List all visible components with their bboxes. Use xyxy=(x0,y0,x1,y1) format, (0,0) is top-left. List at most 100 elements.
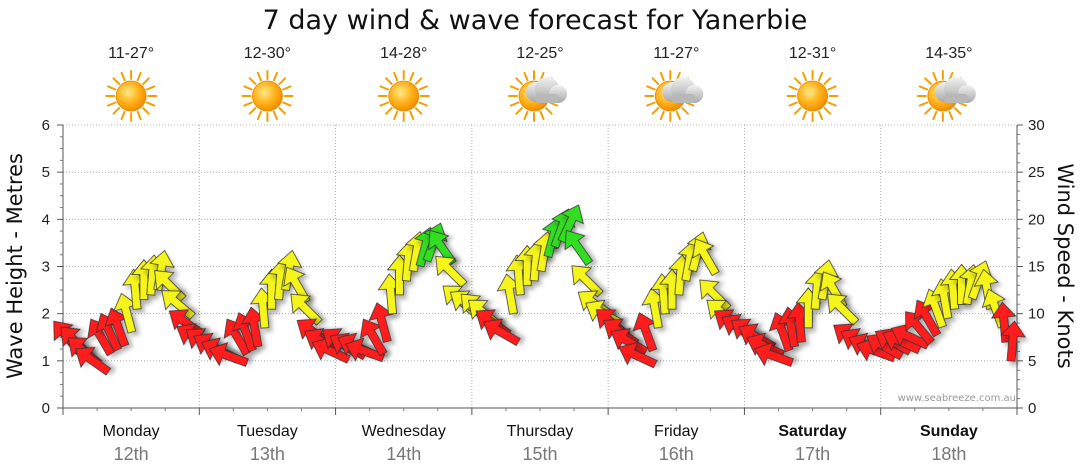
sun-ray xyxy=(393,110,399,121)
left-axis-title: Wave Height - Metres xyxy=(3,153,27,379)
cloud-base xyxy=(671,94,696,103)
sun-ray xyxy=(393,71,399,82)
sun-disc xyxy=(797,80,828,112)
temp-range-label: 14-35° xyxy=(925,45,972,62)
day-name-label: Thursday xyxy=(507,423,574,440)
sun-ray xyxy=(509,101,520,107)
right-tick-label: 5 xyxy=(1028,353,1036,370)
left-tick-label: 4 xyxy=(42,211,50,228)
partly-cloudy-icon xyxy=(644,70,704,122)
sun-ray xyxy=(136,71,142,82)
axes: 0 1 2 3 4 5 6 0 5 10 15 20 25 30 xyxy=(42,117,1045,417)
sun-ray xyxy=(802,71,808,82)
sun-ray xyxy=(272,71,278,82)
wind-arrow xyxy=(618,342,658,369)
sun-ray xyxy=(142,107,150,115)
sun-ray xyxy=(788,101,798,107)
right-tick-label: 25 xyxy=(1028,164,1045,181)
sun-ray xyxy=(827,85,837,91)
sun-disc xyxy=(115,80,147,112)
sun-ray xyxy=(379,85,390,91)
cloud-shape xyxy=(934,77,976,103)
right-tick-label: 0 xyxy=(1028,400,1036,417)
temp-range-label: 11-27° xyxy=(653,45,699,62)
left-tick-label: 2 xyxy=(42,306,50,323)
temp-range-label: 12-25° xyxy=(516,45,563,62)
sun-ray xyxy=(136,110,142,121)
wind-arrow xyxy=(753,342,794,367)
sunny-icon xyxy=(241,70,294,122)
sun-ray xyxy=(948,110,954,121)
wind-arrow xyxy=(610,328,649,356)
sun-ray xyxy=(248,107,257,115)
day-name-label: Sunday xyxy=(920,423,978,440)
sun-ray xyxy=(145,101,156,107)
sun-ray xyxy=(932,71,938,82)
sun-ray xyxy=(918,85,929,91)
sun-ray xyxy=(818,71,824,82)
sun-ray xyxy=(932,110,938,121)
sun-disc xyxy=(252,80,283,112)
sun-ray xyxy=(539,110,545,121)
wind-arrow xyxy=(283,266,311,305)
day-date-label: 13th xyxy=(250,444,285,464)
day-name-label: Friday xyxy=(654,423,698,440)
wind-arrow xyxy=(290,293,323,326)
day-labels: Monday 12th Tuesday 13th Wednesday 14th Thursd… xyxy=(103,423,978,464)
sun-ray xyxy=(243,101,253,107)
sun-ray xyxy=(409,71,415,82)
sun-ray xyxy=(272,110,278,121)
day-name-label: Wednesday xyxy=(362,423,446,440)
wind-arrow xyxy=(990,301,1017,343)
day-date-label: 17th xyxy=(795,444,830,464)
sun-ray xyxy=(278,77,287,85)
sun-ray xyxy=(651,107,660,115)
left-tick-label: 1 xyxy=(42,353,50,370)
sun-ray xyxy=(243,85,253,91)
sunny-icon xyxy=(786,70,839,122)
sun-ray xyxy=(646,101,656,107)
day-name-label: Monday xyxy=(103,423,160,440)
sun-ray xyxy=(278,107,287,115)
temp-range-label: 12-30° xyxy=(244,45,291,62)
wind-arrow xyxy=(827,293,860,326)
sun-ray xyxy=(107,85,117,91)
wind-arrow xyxy=(435,255,468,289)
sun-ray xyxy=(684,101,695,107)
sunny-icon xyxy=(377,70,430,122)
partly-cloudy-icon xyxy=(508,70,567,122)
day-date-label: 16th xyxy=(659,444,694,464)
right-tick-label: 20 xyxy=(1028,211,1045,228)
wind-arrow xyxy=(368,302,394,343)
left-tick-label: 5 xyxy=(42,164,50,181)
temp-range-label: 14-28° xyxy=(380,45,427,62)
cloud-base xyxy=(943,94,968,103)
day-date-label: 14th xyxy=(386,444,421,464)
sun-ray xyxy=(112,107,121,115)
wind-arrow xyxy=(482,318,521,347)
sun-ray xyxy=(418,85,428,91)
sun-ray xyxy=(142,77,150,85)
sun-ray xyxy=(509,85,520,91)
cloud-base xyxy=(535,94,559,103)
sun-ray xyxy=(515,107,523,115)
right-tick-label: 30 xyxy=(1028,117,1045,134)
day-name-label: Tuesday xyxy=(237,423,298,440)
sun-ray xyxy=(282,101,292,107)
sun-ray xyxy=(659,110,665,121)
right-tick-label: 15 xyxy=(1028,259,1045,276)
left-tick-label: 0 xyxy=(42,400,50,417)
chart-title: 7 day wind & wave forecast for Yanerbie xyxy=(263,5,808,36)
cloud-shape xyxy=(526,77,567,103)
sun-ray xyxy=(523,71,529,82)
wind-arrow xyxy=(557,204,584,244)
sun-ray xyxy=(282,85,292,91)
sun-ray xyxy=(924,77,932,85)
temp-range-label: 12-31° xyxy=(789,45,836,62)
sun-ray xyxy=(409,110,415,121)
right-axis-title: Wind Speed - Knots xyxy=(1053,163,1077,368)
credit-text: www.seabreeze.com.au xyxy=(898,393,1016,404)
day-name-label: Saturday xyxy=(778,423,847,440)
sun-ray xyxy=(823,107,832,115)
sun-ray xyxy=(120,71,126,82)
